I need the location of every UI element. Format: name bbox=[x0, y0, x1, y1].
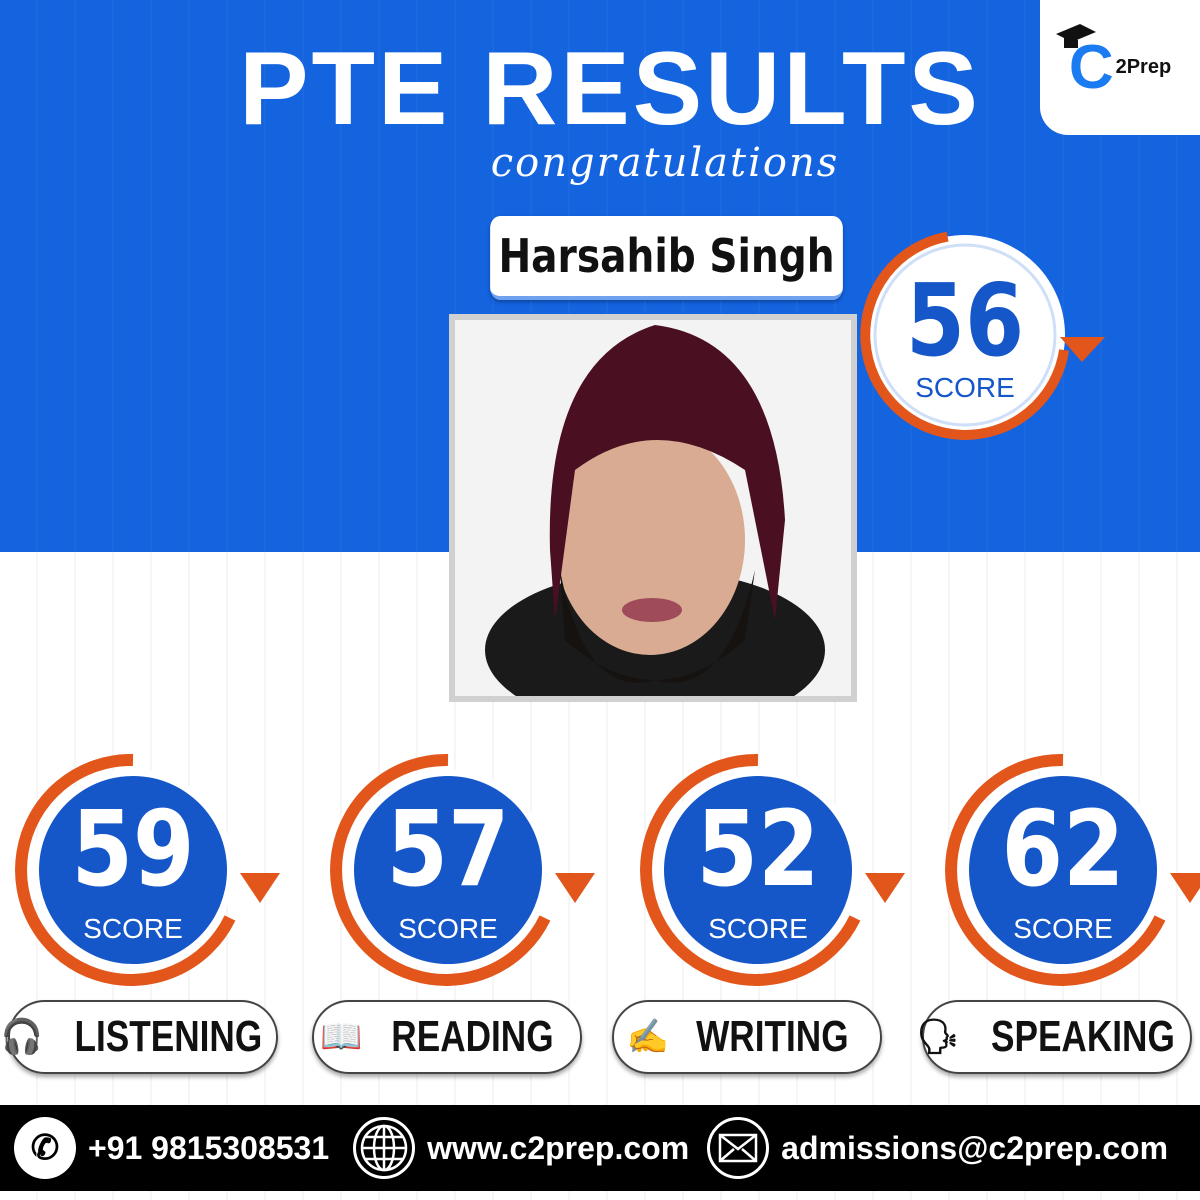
module-score-badge: 59 SCORE bbox=[15, 748, 285, 998]
module-score-badge: 57 SCORE bbox=[330, 748, 600, 998]
module-label-listening: 🎧 LISTENING bbox=[0, 1000, 278, 1074]
phone-icon: ✆ bbox=[14, 1117, 76, 1179]
email-link[interactable]: admissions@c2prep.com bbox=[781, 1129, 1169, 1166]
logo: C 2Prep bbox=[1040, 0, 1200, 135]
module-label-writing: ✍ WRITING bbox=[612, 1000, 882, 1074]
module-label-speaking: 🗣 SPEAKING bbox=[917, 1000, 1192, 1074]
contact-footer: ✆ +91 9815308531 www.c2prep.com admissio… bbox=[0, 1105, 1200, 1191]
speaking-icon: 🗣 bbox=[916, 1018, 960, 1056]
writing-icon: ✍ bbox=[626, 1018, 669, 1056]
website-link[interactable]: www.c2prep.com bbox=[427, 1129, 690, 1166]
graduation-cap-icon bbox=[1056, 24, 1096, 48]
overall-score-badge: 56 SCORE bbox=[850, 222, 1110, 462]
subtitle: congratulations bbox=[490, 140, 840, 186]
page-title: PTE RESULTS bbox=[239, 31, 981, 147]
reading-icon: 📖 bbox=[320, 1018, 363, 1056]
module-score-badge: 52 SCORE bbox=[640, 748, 910, 998]
student-photo bbox=[449, 314, 857, 702]
module-score-badge: 62 SCORE bbox=[945, 748, 1200, 998]
student-name: Harsahib Singh bbox=[490, 216, 843, 300]
envelope-icon bbox=[707, 1117, 770, 1179]
globe-icon bbox=[353, 1117, 416, 1179]
module-label-reading: 📖 READING bbox=[312, 1000, 582, 1074]
phone-number[interactable]: +91 9815308531 bbox=[88, 1129, 330, 1166]
headphones-icon: 🎧 bbox=[0, 1018, 43, 1056]
